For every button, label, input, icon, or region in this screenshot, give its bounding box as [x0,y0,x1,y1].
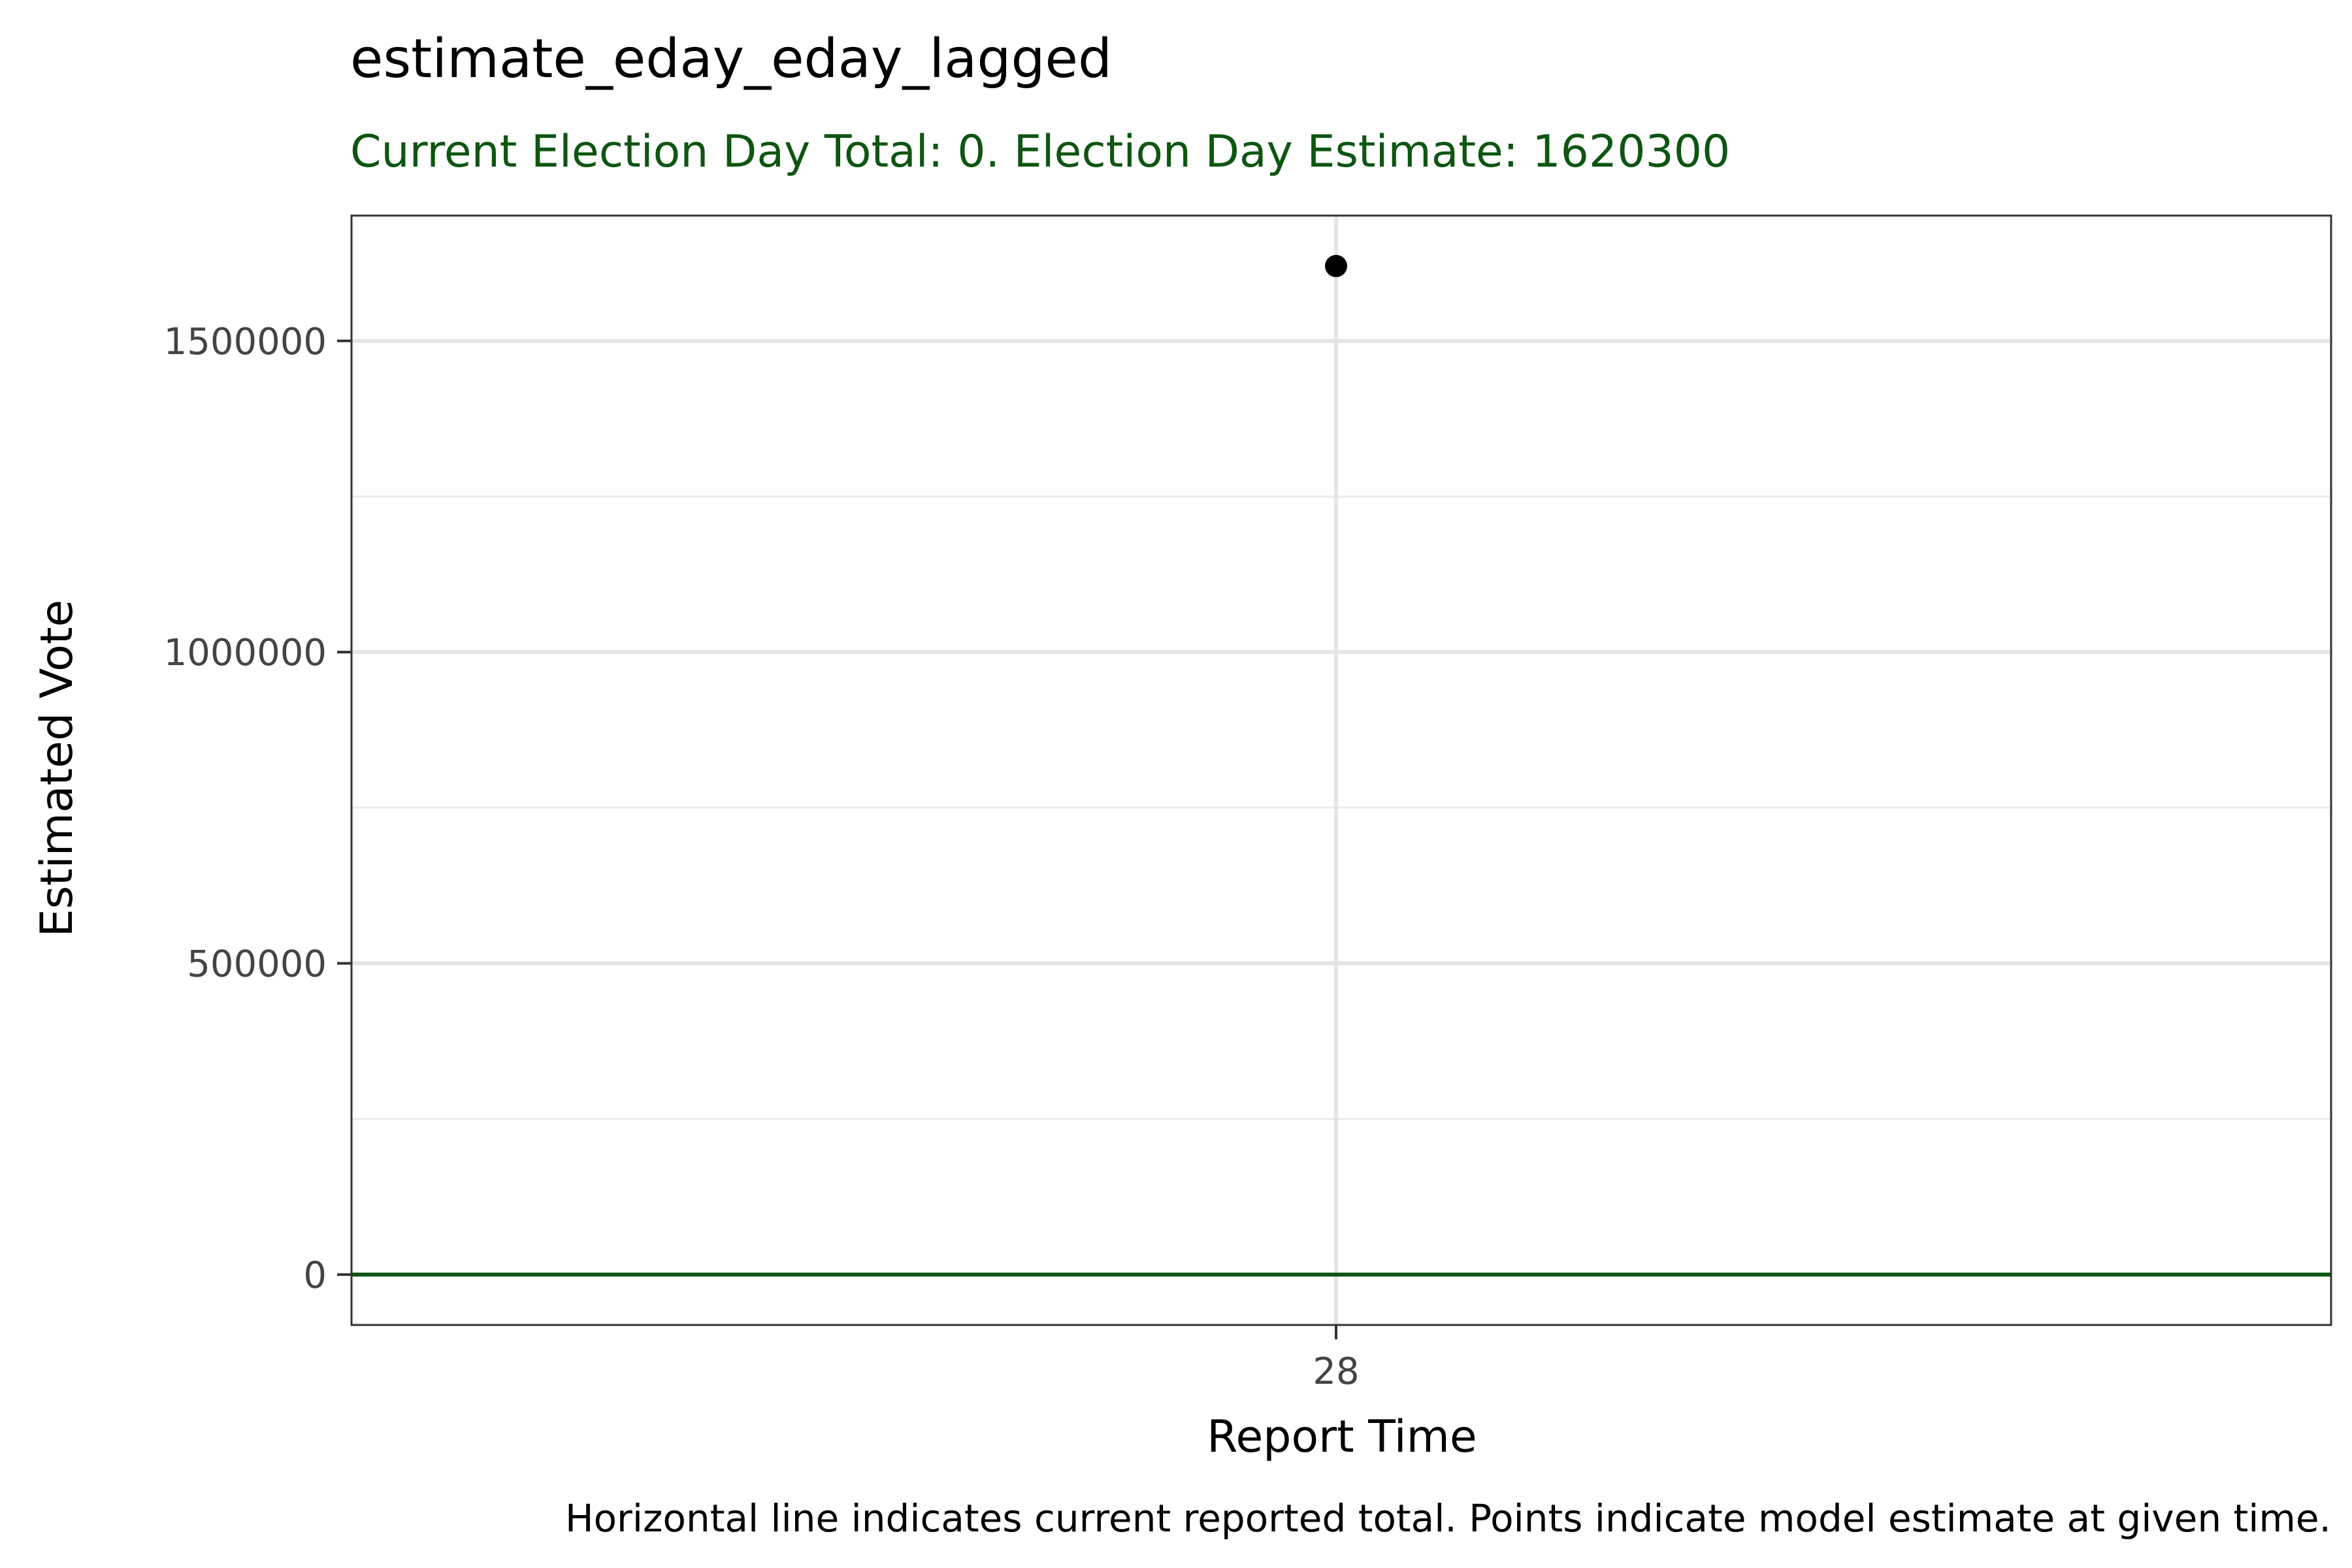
y-tick-label: 1000000 [164,632,327,674]
plot-panel: 0 500000 1000000 1500000 28 [164,214,2332,1393]
chart-title: estimate_eday_eday_lagged [350,28,1112,90]
chart-caption: Horizontal line indicates current report… [565,1496,2331,1541]
y-tick-label: 500000 [187,943,327,985]
y-tick-label: 1500000 [164,321,327,363]
y-axis-label: Estimated Vote [31,600,83,937]
y-tick-label: 0 [303,1254,327,1297]
estimate-point [1325,255,1347,278]
x-tick-label: 28 [1313,1350,1359,1393]
panel-border [350,214,2332,1326]
chart-subtitle: Current Election Day Total: 0. Election … [350,126,1730,178]
x-axis-label: Report Time [1207,1411,1477,1463]
